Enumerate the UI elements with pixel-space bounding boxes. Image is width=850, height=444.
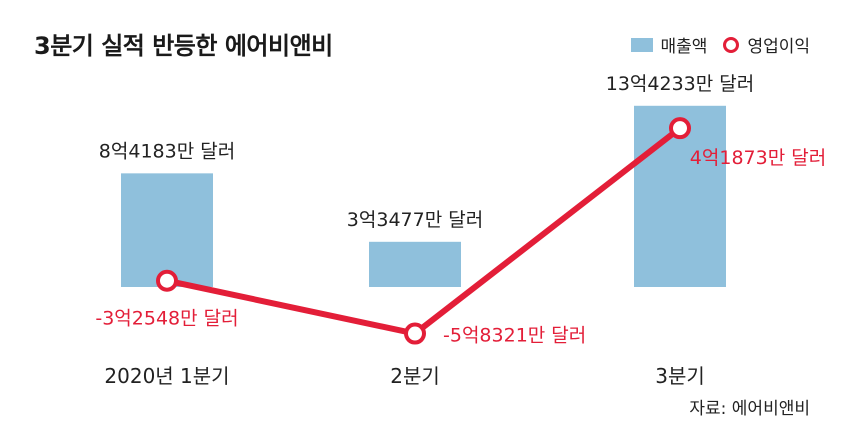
- legend-operating-swatch: [723, 36, 740, 53]
- legend-operating-label: 영업이익: [747, 37, 810, 57]
- source-note: 자료: 에어비앤비: [689, 399, 810, 419]
- operating-point: [669, 117, 691, 140]
- operating-point: [156, 269, 178, 292]
- legend-revenue-swatch: [630, 37, 653, 52]
- chart-title: 3분기 실적 반등한 에어비앤비: [34, 32, 333, 60]
- revenue-label: 13억4233만 달러: [606, 73, 755, 95]
- legend-revenue-label: 매출액: [660, 37, 708, 57]
- operating-label: -3억2548만 달러: [95, 308, 238, 330]
- revenue-bar: [121, 173, 213, 287]
- revenue-bar: [369, 241, 461, 287]
- category-label: 2분기: [390, 364, 440, 388]
- operating-label: -5억8321만 달러: [443, 325, 586, 347]
- revenue-label: 8억4183만 달러: [99, 140, 235, 162]
- category-label: 3분기: [655, 364, 705, 388]
- operating-point: [404, 322, 426, 345]
- operating-line: [164, 125, 683, 337]
- revenue-label: 3억3477만 달러: [347, 209, 483, 231]
- category-label: 2020년 1분기: [104, 364, 229, 388]
- legend: 매출액 영업이익: [630, 32, 810, 57]
- operating-label: 4억1873만 달러: [690, 147, 826, 169]
